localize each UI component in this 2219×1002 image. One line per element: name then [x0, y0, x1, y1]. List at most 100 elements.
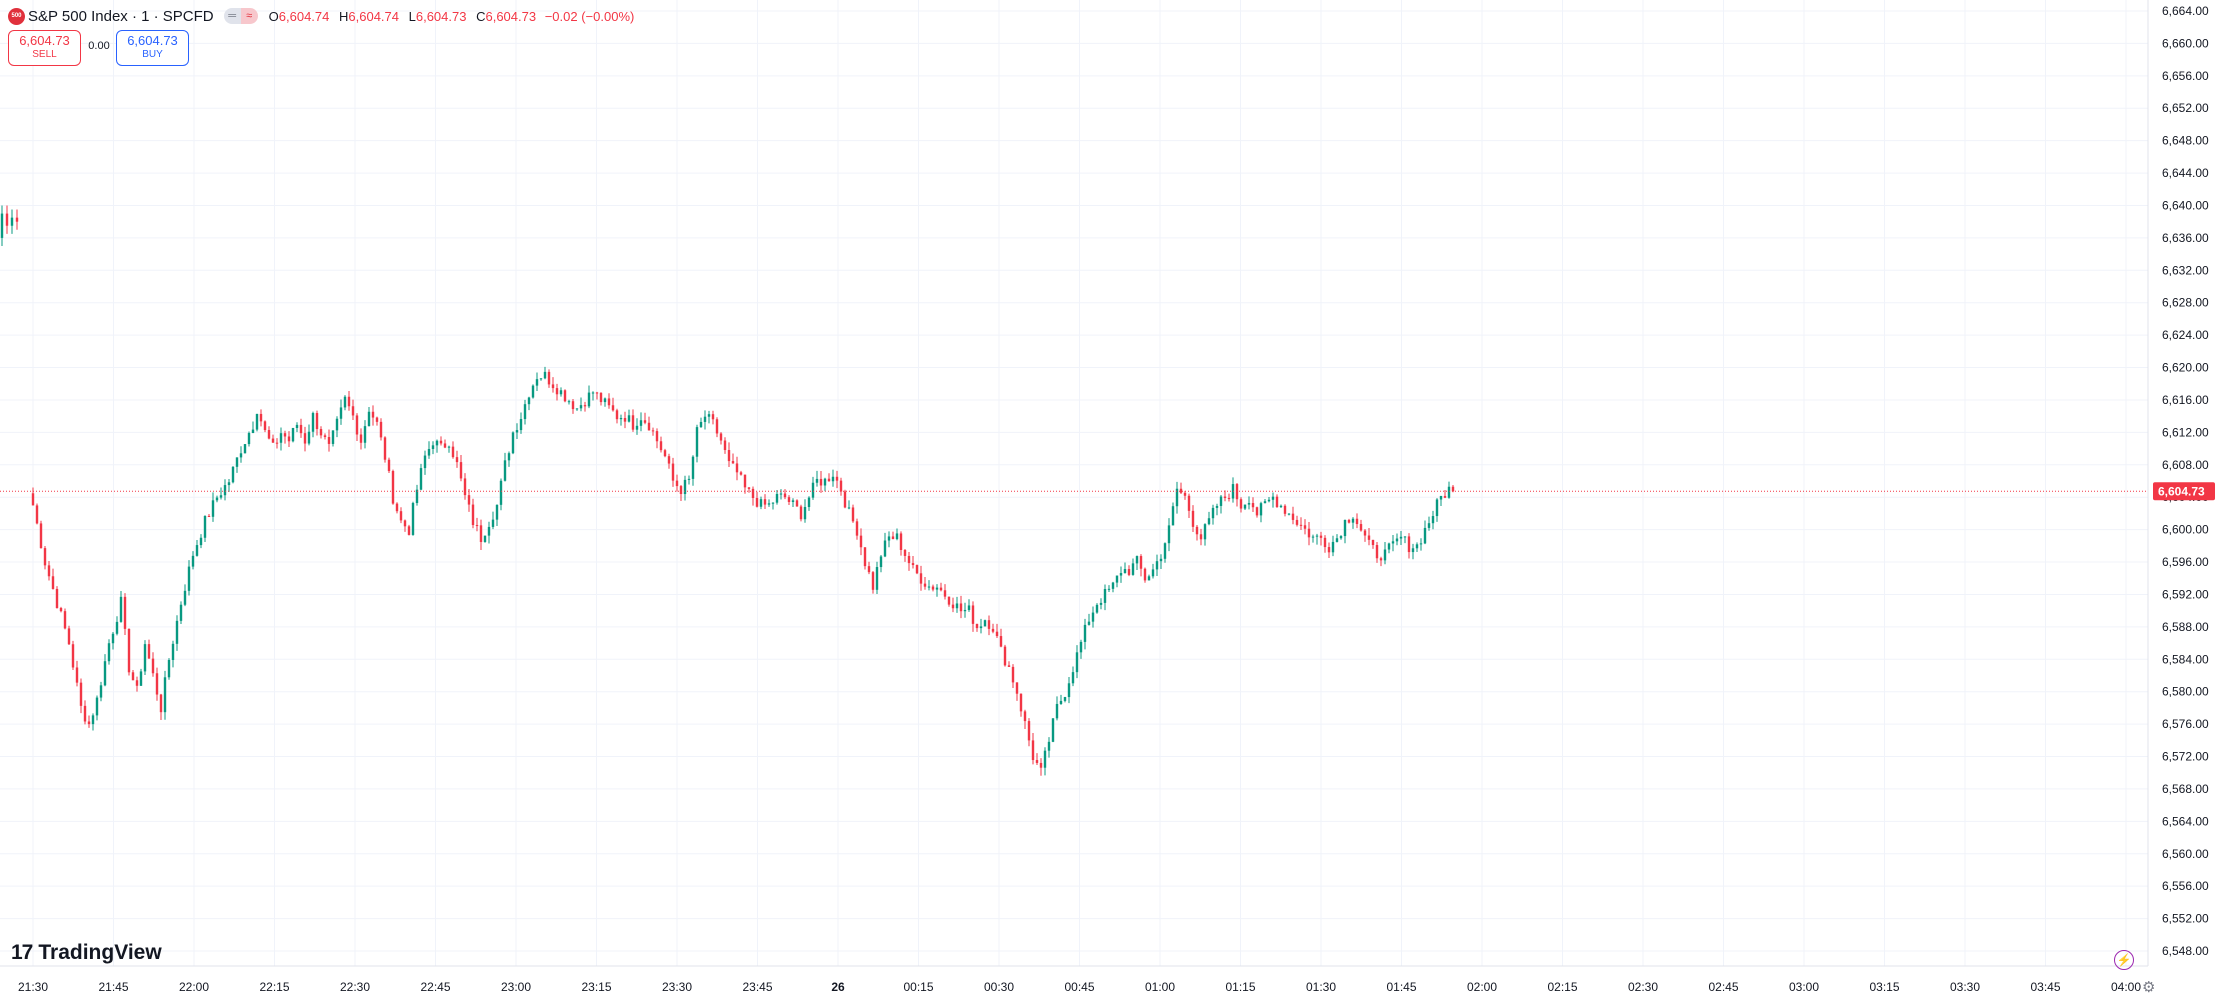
- x-tick-label: 03:45: [2030, 980, 2060, 994]
- candle-body: [423, 455, 427, 469]
- candle-body: [567, 401, 571, 403]
- candle-body: [1223, 496, 1227, 498]
- candle-body: [391, 471, 395, 504]
- candle-body: [719, 433, 723, 441]
- candle-body: [1279, 505, 1283, 508]
- candle-body: [683, 479, 687, 495]
- compare-toggle[interactable]: ═ ≈: [223, 8, 258, 24]
- candle-body: [43, 548, 47, 566]
- candle-body: [851, 507, 855, 522]
- y-tick-label: 6,580.00: [2162, 685, 2209, 699]
- candle-body: [995, 631, 999, 637]
- candle-body: [671, 463, 675, 481]
- x-tick-label: 26: [831, 980, 845, 994]
- candle-body: [1051, 718, 1055, 742]
- price-axis[interactable]: 6,664.00 6,660.00 6,656.00 6,652.00 6,648.00…: [2162, 4, 2209, 958]
- candle-body: [1403, 536, 1407, 538]
- candle-body: [1295, 519, 1299, 525]
- candle-body: [203, 515, 207, 538]
- candle-body: [991, 628, 995, 632]
- candle-body: [343, 396, 347, 408]
- gear-icon[interactable]: ⚙: [2142, 979, 2156, 996]
- candle-body: [839, 480, 843, 492]
- candle-body: [339, 407, 343, 419]
- candle-body: [467, 495, 471, 505]
- candle-body: [1339, 536, 1343, 539]
- candle-body: [735, 463, 739, 473]
- y-tick-label: 6,556.00: [2162, 879, 2209, 893]
- candle-body: [731, 461, 735, 464]
- candle-body: [895, 533, 899, 540]
- candle-body: [399, 511, 403, 521]
- candle-body: [355, 415, 359, 435]
- time-axis[interactable]: 21:30 21:45 22:00 22:15 22:30 22:45 23:00 23:15…: [18, 980, 2141, 994]
- candle-body: [1411, 548, 1415, 553]
- candle-body: [887, 536, 891, 541]
- candle-body: [191, 555, 195, 567]
- candle-body: [175, 620, 179, 644]
- candle-body: [451, 446, 455, 458]
- symbol-logo[interactable]: 500: [8, 7, 25, 25]
- candle-body: [1191, 510, 1195, 527]
- candle-body: [115, 621, 119, 634]
- candle-body: [435, 440, 439, 446]
- candle-body: [943, 590, 947, 597]
- wave-icon[interactable]: ≈: [240, 8, 258, 24]
- candle-body: [627, 415, 631, 422]
- candle-body: [5, 213, 9, 226]
- equal-icon[interactable]: ═: [223, 8, 241, 24]
- sell-button[interactable]: 6,604.73 SELL: [8, 30, 81, 66]
- candle-body: [127, 628, 131, 673]
- candle-body: [1163, 543, 1167, 559]
- candle-body: [71, 644, 75, 668]
- candle-body: [215, 497, 219, 501]
- candle-body: [303, 433, 307, 444]
- candle-body: [95, 697, 99, 716]
- candle-body: [179, 604, 183, 621]
- candle-body: [1319, 535, 1323, 538]
- candle-body: [611, 405, 615, 411]
- candle-body: [1351, 518, 1355, 523]
- candle-body: [235, 457, 239, 467]
- candle-body: [1287, 513, 1291, 515]
- candle-body: [1071, 672, 1075, 684]
- candle-body: [1175, 488, 1179, 507]
- candle-body: [255, 413, 259, 430]
- x-tick-label: 03:30: [1950, 980, 1980, 994]
- low-value: 6,604.73: [415, 8, 467, 24]
- candle-body: [407, 526, 411, 535]
- candle-body: [579, 405, 583, 409]
- candle-body: [1171, 506, 1175, 526]
- candle-body: [103, 661, 107, 686]
- lightning-icon[interactable]: ⚡: [2114, 950, 2134, 970]
- candle-body: [195, 545, 199, 556]
- candle-body: [647, 422, 651, 431]
- candle-body: [315, 413, 319, 430]
- x-tick-label: 02:30: [1628, 980, 1658, 994]
- candle-body: [1207, 518, 1211, 525]
- buy-button[interactable]: 6,604.73 BUY: [116, 30, 189, 66]
- high-value: 6,604.74: [348, 8, 399, 24]
- candle-body: [1047, 741, 1051, 751]
- candle-body: [543, 371, 547, 379]
- grid-lines: [0, 0, 2148, 966]
- candle-body: [183, 590, 187, 605]
- candle-body: [431, 445, 435, 449]
- candle-body: [915, 565, 919, 574]
- candle-body: [1099, 602, 1103, 605]
- x-tick-label: 00:30: [984, 980, 1014, 994]
- candle-body: [143, 644, 147, 672]
- candle-body: [363, 426, 367, 443]
- tradingview-brand[interactable]: 17 TradingView: [11, 941, 162, 965]
- candle-body: [63, 611, 67, 629]
- candle-body: [1067, 683, 1071, 698]
- y-tick-label: 6,640.00: [2162, 198, 2209, 212]
- candle-body: [1143, 568, 1147, 581]
- candle-body: [743, 474, 747, 488]
- candle-body: [387, 459, 391, 472]
- candle-body: [211, 500, 215, 517]
- symbol-title[interactable]: S&P 500 Index · 1 · SPCFD: [28, 7, 214, 25]
- candle-body: [263, 421, 267, 431]
- candle-body: [311, 413, 315, 432]
